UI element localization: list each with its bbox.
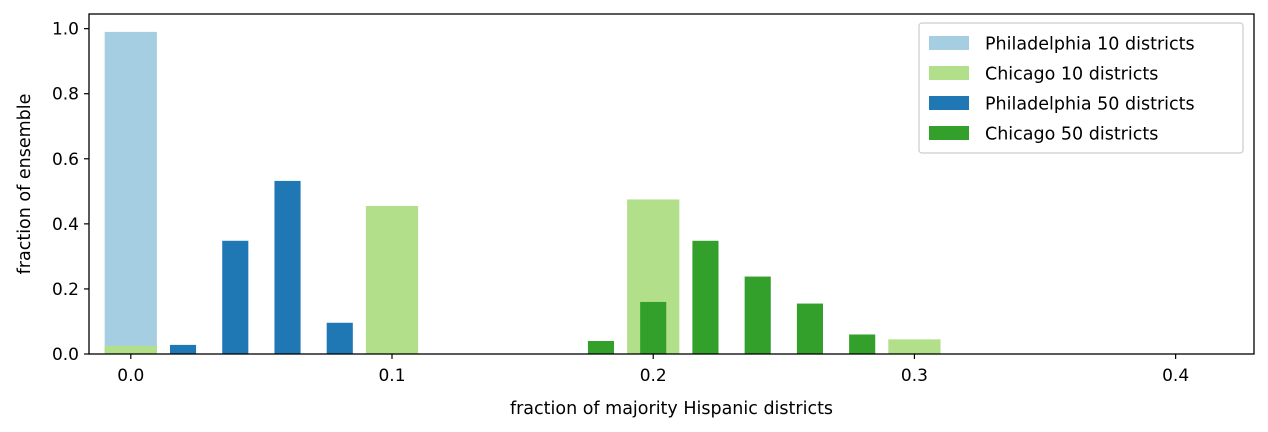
y-tick-label: 0.4	[52, 215, 79, 235]
bar-series-1-x-0	[105, 32, 157, 354]
y-tick-label: 1.0	[52, 20, 79, 40]
legend-swatch	[929, 96, 969, 110]
legend-label: Chicago 10 districts	[985, 65, 1158, 85]
legend-label: Philadelphia 50 districts	[985, 95, 1195, 115]
y-tick-label: 0.0	[52, 345, 79, 365]
bar-series-3-x-0.04	[222, 241, 248, 354]
legend-label: Chicago 50 districts	[985, 125, 1158, 145]
legend-label: Philadelphia 10 districts	[985, 35, 1195, 55]
bar-series-4-x-0.28	[849, 334, 875, 354]
y-tick-label: 0.2	[52, 280, 79, 300]
bar-series-2-x-0	[105, 346, 157, 354]
bar-series-3-x-0.08	[327, 323, 353, 354]
bar-series-2-x-0.3	[888, 339, 940, 354]
legend-swatch	[929, 66, 969, 80]
legend-swatch	[929, 36, 969, 50]
bar-series-4-x-0.22	[692, 241, 718, 354]
x-tick-label: 0.2	[640, 366, 667, 386]
x-tick-label: 0.3	[901, 366, 928, 386]
bar-series-4-x-0.24	[745, 277, 771, 354]
bar-series-4-x-0.18	[588, 341, 614, 354]
bar-series-3-x-0.02	[170, 345, 196, 354]
x-tick-label: 0.1	[378, 366, 405, 386]
y-axis-label: fraction of ensemble	[15, 94, 35, 275]
bar-series-2-x-0.1	[366, 206, 418, 354]
bar-series-4-x-0.26	[797, 304, 823, 354]
x-axis-label: fraction of majority Hispanic districts	[510, 399, 833, 419]
legend-swatch	[929, 126, 969, 140]
legend: Philadelphia 10 districts Chicago 10 dist…	[919, 23, 1243, 153]
x-tick-label: 0.0	[117, 366, 144, 386]
y-tick-label: 0.6	[52, 150, 79, 170]
x-tick-label: 0.4	[1162, 366, 1189, 386]
bar-series-4-x-0.2	[640, 302, 666, 354]
y-tick-label: 0.8	[52, 85, 79, 105]
bar-series-3-x-0.06	[274, 181, 300, 354]
